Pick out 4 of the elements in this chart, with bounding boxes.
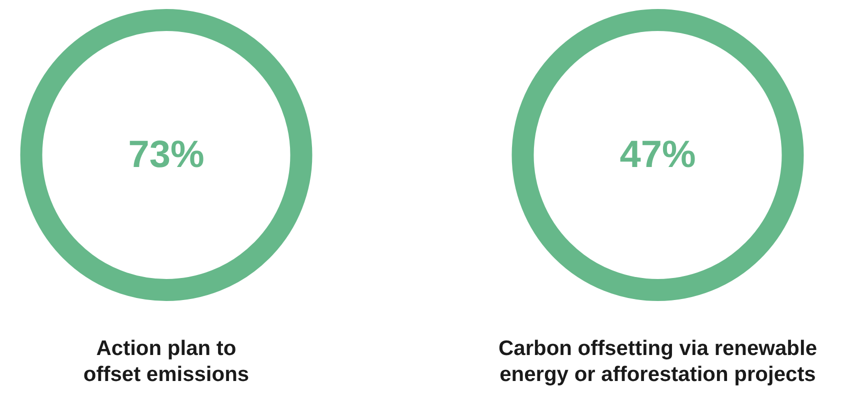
data-label: 47% (620, 134, 696, 176)
category-label: Carbon offsetting via renewable energy or afforestation projects (498, 337, 818, 386)
category-label: Action plan to offset emissions (83, 337, 250, 386)
data-label: 73% (128, 134, 204, 176)
